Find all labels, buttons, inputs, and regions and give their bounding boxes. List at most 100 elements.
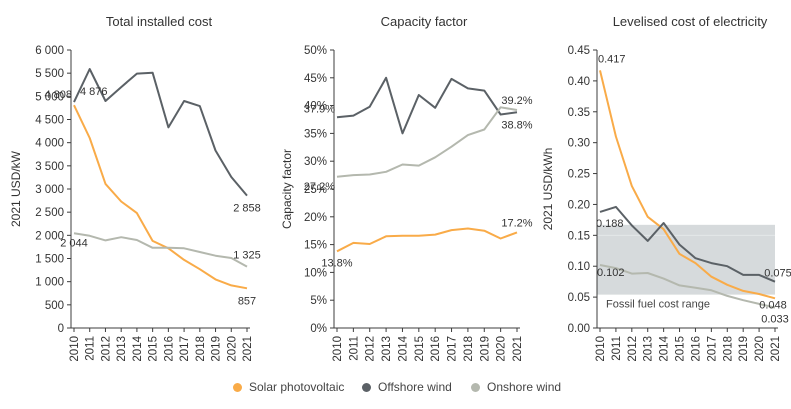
panel2-y-tick-label: 15%	[304, 240, 327, 252]
panel1-y-tick-label: 0	[58, 323, 64, 335]
panel2-y-tick-label: 45%	[304, 73, 327, 85]
panel1-x-tick-label: 2011	[85, 336, 97, 361]
panel2-y-tick-label: 50%	[304, 45, 327, 57]
panel3-x-tick-label: 2020	[754, 336, 766, 362]
panel1-y-tick-label: 6 000	[35, 45, 64, 57]
panel3-y-tick-label: 0.10	[568, 261, 590, 273]
panel1-x-tick-label: 2013	[116, 336, 128, 362]
panel3-y-tick-label: 0.15	[568, 230, 590, 242]
panel1-y-tick-label: 500	[45, 300, 64, 312]
legend-marker-solar	[233, 382, 242, 392]
panel1-y-tick-label: 5 000	[35, 91, 64, 103]
panel3-data-label: 0.188	[596, 218, 624, 230]
panel3-data-label: 0.417	[598, 53, 626, 65]
panel3-x-tick-label: 2012	[627, 336, 639, 362]
panel2-y-tick-label: 30%	[304, 156, 327, 168]
panel1-y-tick-label: 2 500	[35, 207, 64, 219]
panel3-x-tick-label: 2013	[643, 336, 655, 362]
panel2-data-label: 27.2%	[304, 181, 335, 193]
panel3-x-tick-label: 2016	[690, 336, 702, 362]
panel2-line-offshore	[336, 76, 518, 135]
panel2-y-tick-label: 40%	[304, 101, 327, 113]
panel3-y-tick-label: 0.05	[568, 292, 590, 304]
panel1-x-tick-label: 2017	[179, 336, 191, 362]
panel3-data-label: 0.033	[761, 314, 789, 326]
panel2-x-tick-label: 2015	[414, 336, 426, 362]
panel2-x-tick-label: 2021	[512, 336, 524, 362]
panel1-data-label: 2 044	[60, 237, 88, 249]
panel3-y-tick-label: 0.35	[568, 107, 590, 119]
legend-label-offshore: Offshore wind	[378, 380, 452, 394]
panel3-x-tick-label: 2011	[611, 336, 623, 361]
panel2-data-label: 13.8%	[321, 257, 352, 269]
panel1-line-solar	[73, 104, 248, 290]
legend: Solar photovoltaic Offshore wind Onshore…	[0, 380, 791, 400]
panel3-data-label: 0.075	[764, 268, 791, 280]
panel1-y-tick-label: 3 000	[35, 184, 64, 196]
panel2-x-tick-label: 2017	[447, 336, 459, 362]
panel2-y-tick-label: 35%	[304, 128, 327, 140]
panel1-x-tick-label: 2018	[195, 336, 207, 362]
panel2-x-tick-label: 2010	[332, 336, 344, 362]
panel2-x-tick-label: 2012	[365, 336, 377, 362]
panel2-data-label: 39.2%	[501, 95, 532, 107]
panel3-y-tick-label: 0.25	[568, 169, 590, 181]
panel2-y-tick-label: 0%	[310, 323, 327, 335]
panel2-data-label: 17.2%	[501, 217, 532, 229]
panel1-line-offshore	[73, 68, 248, 197]
panel3-x-tick-label: 2019	[738, 336, 750, 362]
panel2-line-onshore	[336, 106, 518, 178]
panel3-y-tick-label: 0.20	[568, 199, 590, 211]
panel3-x-tick-label: 2018	[722, 336, 734, 362]
panel2-title: Capacity factor	[381, 14, 468, 29]
panel1-x-tick-label: 2014	[132, 335, 144, 361]
panel2-y-label: Capacity factor	[280, 149, 294, 229]
panel1-y-tick-label: 5 500	[35, 68, 64, 80]
panel1-y-tick-label: 4 500	[35, 115, 64, 127]
panel1-x-tick-label: 2015	[148, 336, 160, 362]
panel1-data-label: 1 325	[233, 250, 261, 262]
panel1-data-label: 4 876	[80, 86, 108, 98]
panel3-title: Levelised cost of electricity	[613, 14, 768, 29]
panel2-y-tick-label: 20%	[304, 212, 327, 224]
panel1-x-tick-label: 2020	[226, 336, 238, 362]
panel3-data-label: 0.048	[759, 299, 787, 311]
panel3-x-tick-label: 2017	[706, 336, 718, 362]
panel1-x-tick-label: 2012	[100, 336, 112, 362]
legend-item-solar: Solar photovoltaic	[233, 380, 344, 394]
panel1-x-tick-label: 2016	[163, 336, 175, 362]
legend-item-offshore: Offshore wind	[362, 380, 452, 394]
panel1-data-label: 2 858	[233, 203, 261, 215]
panel1-y-tick-label: 1 500	[35, 254, 64, 266]
panel1-x-tick-label: 2010	[69, 336, 81, 362]
panel2-x-tick-label: 2020	[496, 336, 508, 362]
panel2-y-tick-label: 5%	[310, 295, 327, 307]
panel1-data-label: 857	[238, 295, 256, 307]
legend-marker-onshore	[471, 382, 480, 392]
panel3-y-tick-label: 0.40	[568, 76, 590, 88]
panel3-line-onshore	[599, 264, 776, 309]
panel1-y-tick-label: 4 000	[35, 138, 64, 150]
panel3-y-tick-label: 0.00	[568, 323, 590, 335]
panel2-x-tick-label: 2019	[479, 336, 491, 362]
panel1-data-label: 4 808	[44, 89, 72, 101]
panel3-band	[597, 224, 775, 295]
panel3-x-tick-label: 2014	[659, 335, 671, 361]
panel2-x-tick-label: 2014	[397, 335, 409, 361]
panel1-y-tick-label: 2 000	[35, 230, 64, 242]
panel1-line-onshore	[73, 232, 248, 268]
panel3-y-tick-label: 0.30	[568, 138, 590, 150]
panel1-x-tick-label: 2019	[211, 336, 223, 362]
legend-marker-offshore	[362, 382, 371, 392]
panel3-data-label: 0.102	[597, 267, 625, 279]
panel3-x-tick-label: 2021	[770, 336, 782, 362]
panel3-y-tick-label: 0.45	[568, 45, 590, 57]
panel2-data-label: 37.9%	[304, 103, 335, 115]
panel3-y-label: 2021 USD/kWh	[541, 148, 555, 231]
panel2-x-tick-label: 2011	[348, 336, 360, 361]
panel1-y-label: 2021 USD/kW	[9, 150, 23, 227]
legend-label-onshore: Onshore wind	[487, 380, 562, 394]
panel3-x-tick-label: 2010	[595, 336, 607, 362]
panel1-y-tick-label: 3 500	[35, 161, 64, 173]
